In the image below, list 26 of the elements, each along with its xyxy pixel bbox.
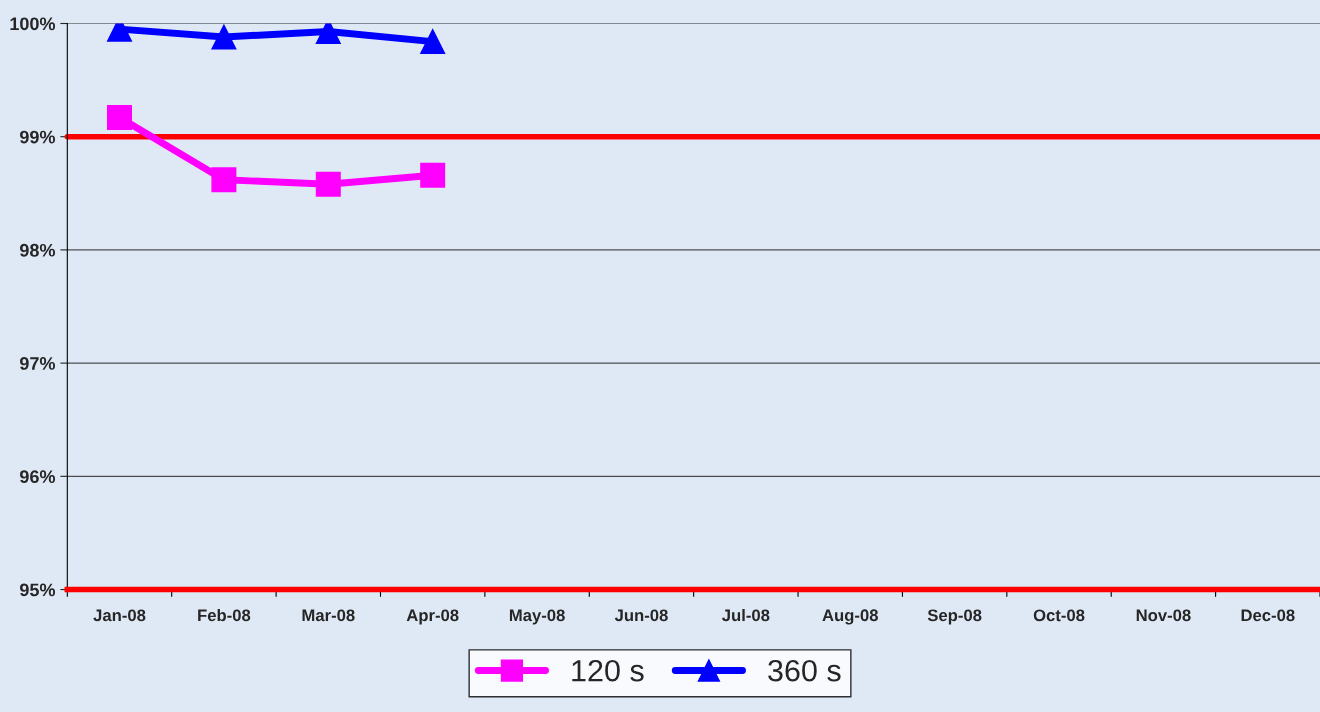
y-tick-label: 95%: [20, 583, 56, 597]
y-tick-label: 99%: [20, 130, 56, 144]
x-tick-label: Apr-08: [406, 609, 459, 625]
y-tick-label: 97%: [20, 357, 56, 370]
point: [420, 162, 446, 188]
x-tick-label: Jan-08: [93, 609, 146, 622]
y-tick-label: 100%: [10, 17, 56, 31]
x-tick-label: Sep-08: [927, 609, 982, 625]
point: [107, 104, 133, 130]
point: [420, 29, 446, 55]
x-tick-label: Feb-08: [198, 608, 251, 622]
point: [211, 24, 237, 50]
point: [315, 171, 341, 197]
legend-label: 360 s: [768, 659, 841, 682]
x-tick-label: Jun-08: [614, 609, 668, 622]
x-tick-label: Nov-08: [1136, 609, 1191, 622]
legend-label: 120 s: [572, 659, 644, 682]
x-tick-label: Jul-08: [722, 608, 770, 622]
x-tick-label: Oct-08: [1033, 609, 1085, 622]
y-tick-label: 96%: [20, 470, 56, 484]
x-tick-label: Dec-08: [1241, 609, 1295, 622]
y-tick-label: 98%: [20, 243, 56, 257]
x-tick-label: Mar-08: [302, 609, 355, 622]
x-tick-label: Aug-08: [822, 609, 878, 625]
point: [211, 167, 237, 193]
x-tick-label: May-08: [509, 609, 565, 625]
